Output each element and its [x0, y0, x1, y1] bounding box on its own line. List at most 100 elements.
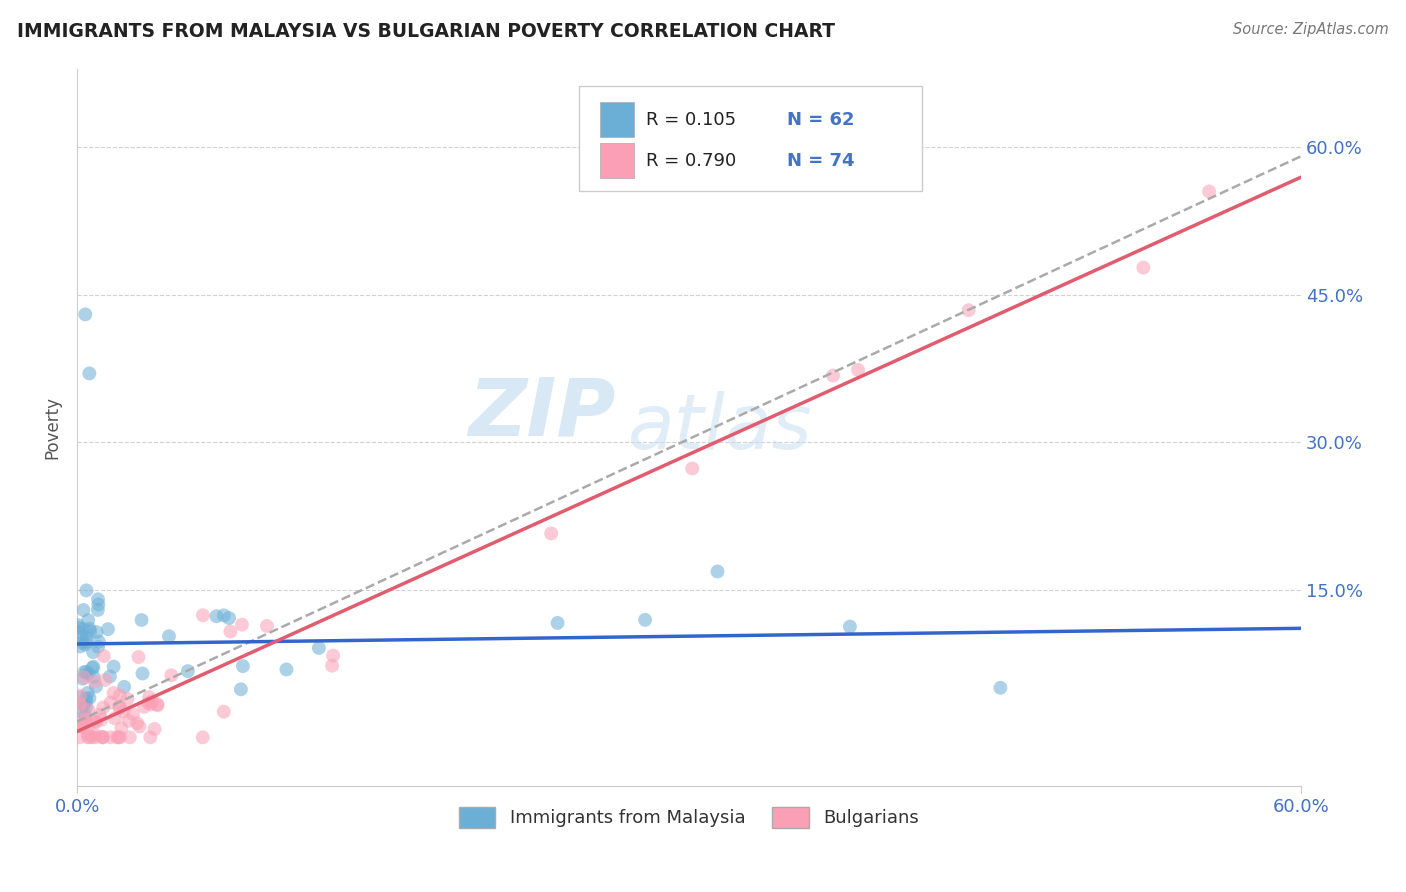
Point [87, 598, 110, 612]
Point [91, 731, 114, 745]
Point [83, 674, 105, 689]
Point [73, 665, 96, 679]
Point [322, 648, 344, 663]
Point [131, 666, 153, 681]
Point [69, 690, 91, 705]
Point [139, 698, 162, 712]
Point [256, 619, 278, 633]
Point [1198, 185, 1220, 199]
Point [94, 673, 117, 687]
Point [118, 731, 141, 745]
Point [67, 620, 90, 634]
Point [308, 640, 330, 655]
Point [82, 645, 104, 659]
Point [838, 619, 860, 633]
Point [232, 659, 254, 673]
Point [87, 640, 110, 654]
Point [93, 648, 115, 663]
Text: R = 0.105: R = 0.105 [647, 112, 737, 129]
Point [117, 692, 139, 706]
Point [75, 700, 97, 714]
Point [79, 691, 101, 706]
Point [681, 461, 703, 475]
Point [634, 613, 657, 627]
Point [87, 592, 110, 607]
Point [212, 608, 235, 623]
Point [70, 705, 93, 719]
Point [83, 670, 105, 684]
Point [100, 731, 122, 745]
Point [75, 637, 97, 651]
Point [105, 731, 128, 745]
Point [76, 714, 98, 729]
Point [108, 689, 131, 703]
Point [90, 713, 112, 727]
Text: atlas: atlas [628, 391, 813, 465]
Point [136, 696, 159, 710]
Point [75, 708, 97, 723]
Point [69, 689, 91, 703]
Point [76, 686, 98, 700]
FancyBboxPatch shape [599, 103, 634, 136]
Point [139, 731, 162, 745]
Y-axis label: Poverty: Poverty [44, 396, 60, 459]
Point [67, 625, 90, 640]
Point [67, 618, 90, 632]
Point [128, 650, 150, 665]
Point [82, 661, 104, 675]
Point [160, 668, 183, 682]
Point [100, 696, 122, 710]
Text: R = 0.790: R = 0.790 [647, 153, 737, 170]
Text: ZIP: ZIP [468, 374, 616, 452]
Point [191, 731, 214, 745]
Point [91, 700, 114, 714]
Point [98, 669, 121, 683]
Point [79, 367, 101, 381]
Point [212, 705, 235, 719]
Text: N = 62: N = 62 [787, 112, 855, 129]
Point [87, 603, 110, 617]
Point [104, 711, 127, 725]
Point [112, 680, 135, 694]
Point [219, 624, 242, 639]
Point [69, 719, 91, 733]
FancyBboxPatch shape [579, 87, 921, 191]
Point [846, 363, 869, 377]
Point [69, 698, 91, 713]
Point [107, 731, 129, 745]
Point [218, 611, 240, 625]
Point [87, 634, 110, 648]
Point [103, 659, 125, 673]
Point [79, 731, 101, 745]
Point [73, 671, 96, 685]
Point [69, 731, 91, 745]
Point [990, 681, 1012, 695]
Point [75, 307, 97, 321]
Point [91, 730, 114, 744]
Point [75, 694, 97, 708]
Point [229, 682, 252, 697]
Point [76, 631, 98, 645]
Point [128, 719, 150, 733]
Point [72, 622, 94, 636]
Point [69, 696, 91, 710]
Point [75, 713, 97, 727]
Point [118, 714, 141, 728]
Point [72, 720, 94, 734]
Point [122, 707, 145, 722]
Text: IMMIGRANTS FROM MALAYSIA VS BULGARIAN POVERTY CORRELATION CHART: IMMIGRANTS FROM MALAYSIA VS BULGARIAN PO… [17, 22, 835, 41]
Point [547, 615, 569, 630]
Point [138, 690, 160, 705]
Text: Source: ZipAtlas.com: Source: ZipAtlas.com [1233, 22, 1389, 37]
Point [72, 603, 94, 617]
Point [231, 617, 253, 632]
Point [76, 726, 98, 740]
Point [83, 727, 105, 741]
Point [141, 694, 163, 708]
Point [957, 303, 980, 318]
Point [76, 731, 98, 745]
Point [77, 702, 100, 716]
Point [146, 698, 169, 713]
Point [73, 698, 96, 713]
Point [706, 565, 728, 579]
